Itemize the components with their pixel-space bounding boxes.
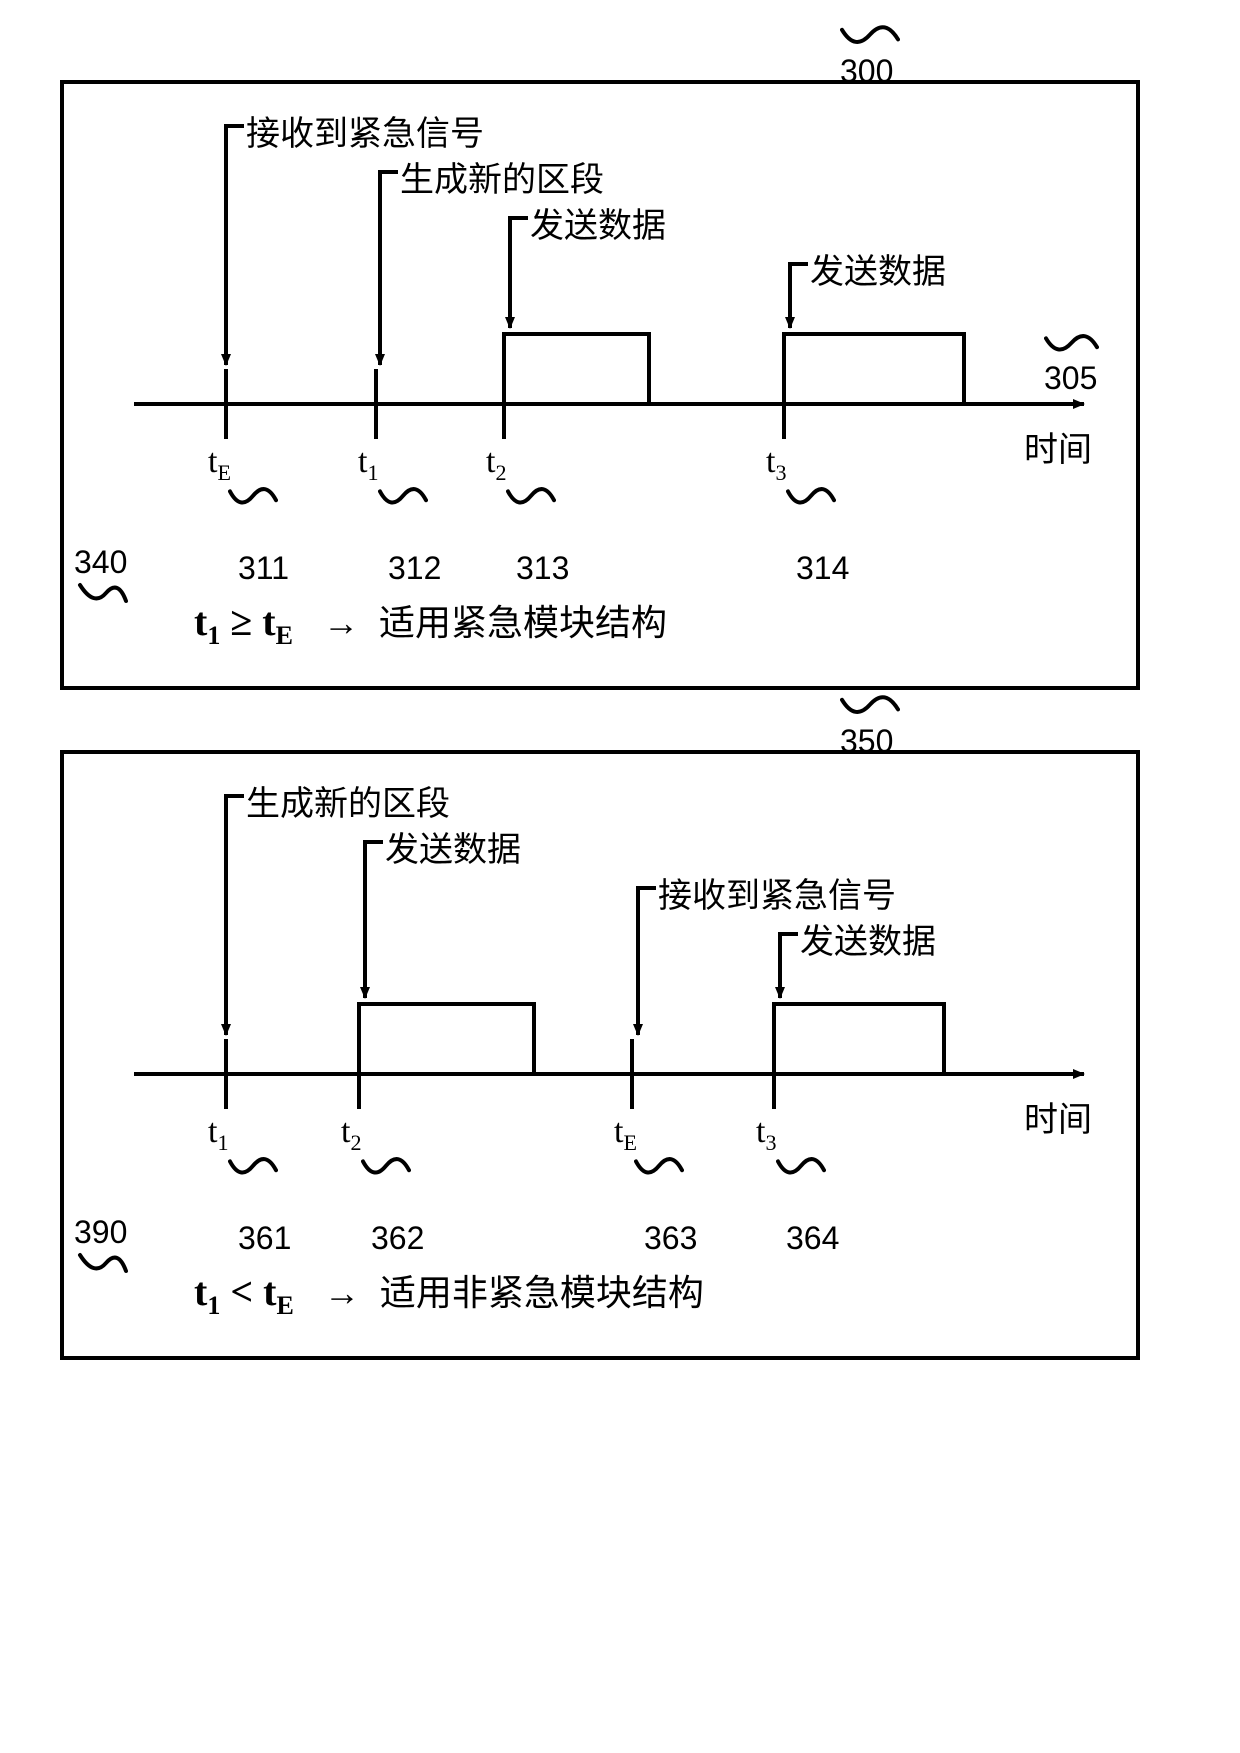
cond-text: 适用紧急模块结构: [379, 602, 667, 643]
squiggle-icon: [840, 25, 900, 53]
condition-ref: 390: [74, 1214, 129, 1279]
cond-arrow: →: [324, 1272, 360, 1313]
cond-text: 适用非紧急模块结构: [380, 1272, 704, 1313]
cond-math: t1 ≥ tE: [194, 599, 293, 644]
timing-panel: 时间生成新的区段t1361发送数据t2362接收到紧急信号tE363发送数据t3…: [60, 750, 1140, 1360]
condition-ref: 340: [74, 544, 129, 609]
cond-math: t1 < tE: [194, 1269, 294, 1314]
squiggle-icon: [74, 581, 129, 609]
condition-row: t1 ≥ tE → 适用紧急模块结构: [194, 594, 667, 651]
cond-arrow: →: [323, 602, 359, 643]
condition-row: t1 < tE → 适用非紧急模块结构: [194, 1264, 704, 1321]
timing-panel: 305时间接收到紧急信号tE311生成新的区段t1312发送数据t2313发送数…: [60, 80, 1140, 690]
squiggle-icon: [74, 1251, 129, 1279]
squiggle-icon: [840, 695, 900, 723]
